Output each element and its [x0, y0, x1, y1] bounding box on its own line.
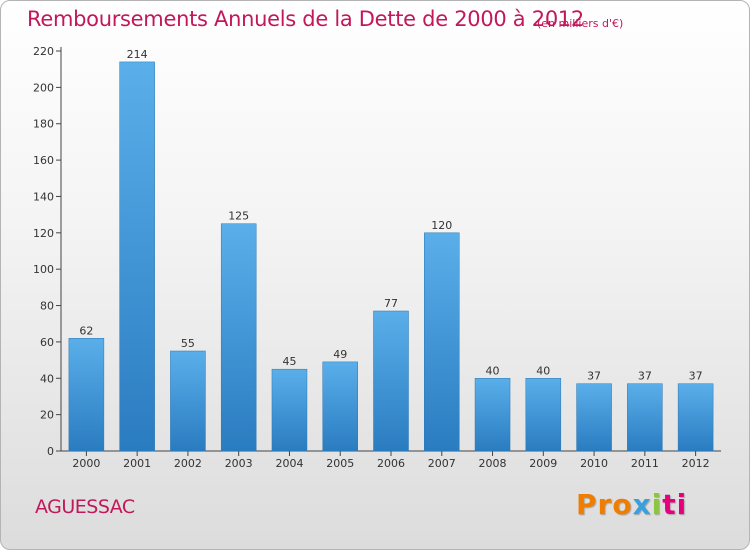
y-tick-label: 80 [40, 300, 54, 313]
x-tick-label: 2009 [529, 457, 557, 470]
data-label-2000: 62 [79, 324, 93, 337]
logo-part-4: ti [662, 488, 688, 521]
bar-2003 [220, 223, 257, 452]
bar-2004 [271, 368, 308, 452]
data-label-2011: 37 [638, 370, 652, 383]
commune-name: AGUESSAC [35, 496, 135, 518]
data-label-2005: 49 [333, 348, 347, 361]
data-label-2009: 40 [536, 364, 550, 377]
bar-2010 [576, 383, 612, 452]
logo-part-1: Pro [576, 488, 633, 521]
y-tick-label: 200 [33, 81, 54, 94]
bar-2009 [525, 378, 562, 452]
y-tick-label: 180 [33, 118, 54, 131]
data-label-2012: 37 [689, 370, 703, 383]
x-tick-label: 2008 [479, 457, 507, 470]
bar-2005 [322, 361, 358, 452]
data-label-2003: 125 [228, 210, 249, 223]
x-tick-label: 2001 [123, 457, 151, 470]
y-tick-label: 160 [33, 154, 54, 167]
x-tick-label: 2002 [174, 457, 202, 470]
logo-part-2: x [632, 488, 652, 521]
data-label-2010: 37 [587, 370, 601, 383]
proxiti-logo: Proxiti [576, 488, 687, 521]
bar-2012 [677, 383, 714, 452]
bar-2008 [474, 378, 511, 452]
y-tick-label: 40 [40, 372, 54, 385]
data-label-2002: 55 [181, 337, 195, 350]
x-tick-label: 2000 [72, 457, 100, 470]
bar-2002 [170, 350, 206, 452]
data-label-2004: 45 [282, 355, 296, 368]
y-tick-label: 120 [33, 227, 54, 240]
bar-2001 [119, 61, 155, 452]
x-tick-label: 2010 [580, 457, 608, 470]
x-tick-label: 2004 [275, 457, 303, 470]
chart-title: Remboursements Annuels de la Dette de 20… [27, 7, 584, 31]
x-tick-label: 2012 [682, 457, 710, 470]
x-tick-label: 2003 [225, 457, 253, 470]
bar-2007 [424, 232, 460, 452]
x-tick-label: 2007 [428, 457, 456, 470]
y-tick-label: 140 [33, 190, 54, 203]
y-tick-label: 60 [40, 336, 54, 349]
bar-2000 [68, 338, 105, 452]
bar-2011 [627, 383, 663, 452]
y-tick-label: 100 [33, 263, 54, 276]
x-tick-label: 2011 [631, 457, 659, 470]
x-tick-label: 2005 [326, 457, 354, 470]
data-label-2001: 214 [127, 48, 148, 61]
chart-subtitle: (en milliers d'€) [537, 17, 624, 30]
y-tick-label: 220 [33, 45, 54, 58]
y-tick-label: 20 [40, 409, 54, 422]
x-tick-label: 2006 [377, 457, 405, 470]
bar-2006 [373, 310, 409, 452]
data-label-2007: 120 [431, 219, 452, 232]
y-tick-label: 0 [47, 445, 54, 458]
data-label-2006: 77 [384, 297, 398, 310]
data-label-2008: 40 [486, 364, 500, 377]
logo-part-3: i [651, 488, 663, 521]
